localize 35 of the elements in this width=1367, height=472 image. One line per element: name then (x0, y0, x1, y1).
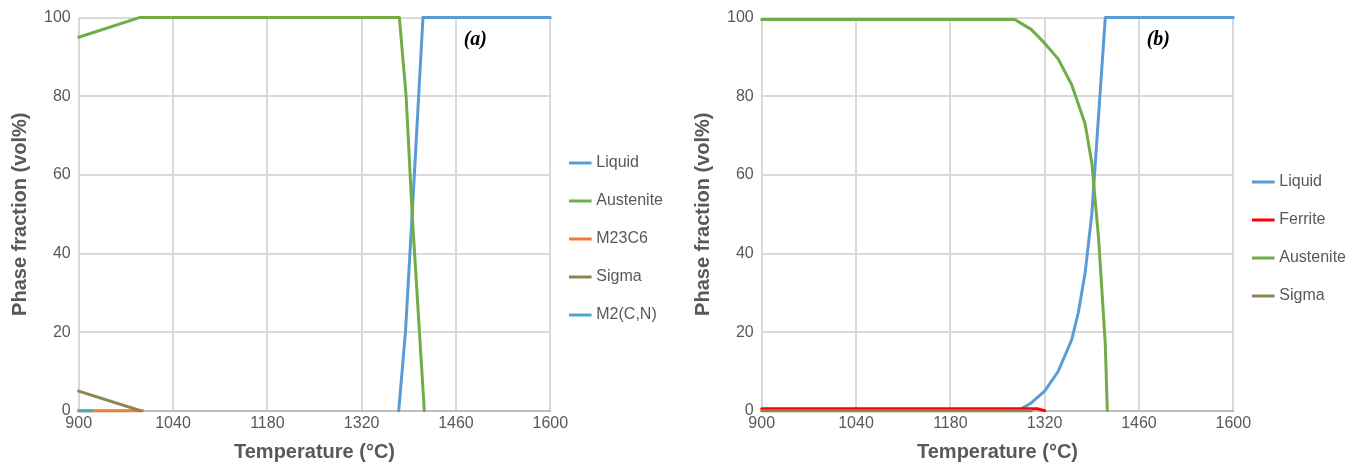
x-tick-label: 1040 (155, 413, 191, 431)
legend-label: Austenite (1279, 248, 1347, 266)
y-tick-label: 20 (735, 322, 754, 340)
legend-label: Sigma (1279, 286, 1325, 304)
legend-label: Liquid (596, 153, 639, 171)
y-tick-label: 40 (735, 243, 754, 261)
legend-label: M23C6 (596, 229, 648, 247)
y-tick-label: 80 (735, 86, 754, 104)
x-tick-label: 1600 (1215, 413, 1252, 431)
y-tick-label: 20 (52, 322, 71, 340)
annotation: (a) (463, 26, 487, 50)
x-tick-label: 1460 (438, 413, 474, 431)
y-tick-label: 60 (735, 165, 754, 183)
x-tick-label: 1320 (1026, 413, 1063, 431)
legend-label: Austenite (596, 191, 664, 209)
y-tick-label: 100 (43, 8, 71, 26)
legend-label: Ferrite (1279, 210, 1326, 228)
legend-label: Sigma (596, 267, 642, 285)
y-tick-label: 100 (726, 8, 754, 26)
x-tick-label: 1460 (1121, 413, 1157, 431)
y-axis-title: Phase fraction (vol%) (7, 112, 30, 316)
x-tick-label: 1180 (250, 413, 285, 431)
x-axis-title: Temperature (°C) (233, 439, 395, 462)
y-tick-label: 80 (52, 86, 71, 104)
x-axis-title: Temperature (°C) (916, 439, 1078, 462)
legend-label: Liquid (1279, 172, 1322, 190)
legend-label: M2(C,N) (596, 305, 657, 323)
x-tick-label: 1180 (933, 413, 968, 431)
annotation: (b) (1146, 26, 1170, 50)
x-tick-label: 1600 (532, 413, 569, 431)
x-tick-label: 1320 (343, 413, 380, 431)
x-tick-label: 1040 (838, 413, 874, 431)
y-tick-label: 40 (52, 243, 71, 261)
y-axis-title: Phase fraction (vol%) (690, 112, 713, 316)
y-tick-label: 60 (52, 165, 71, 183)
